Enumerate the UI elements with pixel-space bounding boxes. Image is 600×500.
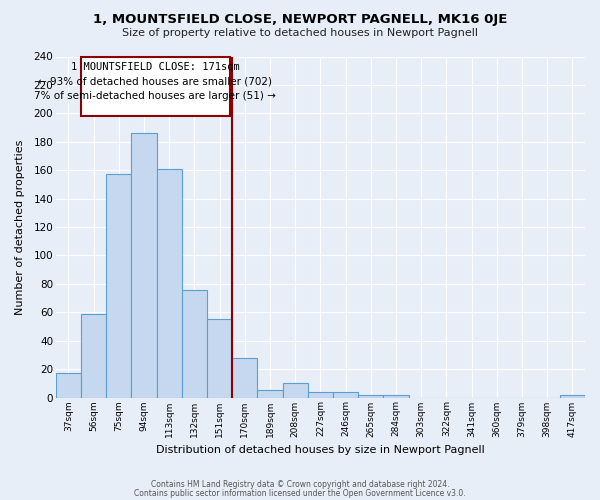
Bar bbox=[131, 133, 157, 398]
X-axis label: Distribution of detached houses by size in Newport Pagnell: Distribution of detached houses by size … bbox=[156, 445, 485, 455]
Bar bbox=[333, 392, 358, 398]
Bar bbox=[358, 394, 383, 398]
Bar bbox=[182, 290, 207, 398]
Text: Contains HM Land Registry data © Crown copyright and database right 2024.: Contains HM Land Registry data © Crown c… bbox=[151, 480, 449, 489]
Bar bbox=[56, 374, 81, 398]
Bar bbox=[560, 394, 585, 398]
Text: 7% of semi-detached houses are larger (51) →: 7% of semi-detached houses are larger (5… bbox=[34, 90, 277, 101]
Bar bbox=[257, 390, 283, 398]
Bar bbox=[283, 384, 308, 398]
FancyBboxPatch shape bbox=[81, 56, 230, 116]
Bar bbox=[106, 174, 131, 398]
Bar bbox=[81, 314, 106, 398]
Text: ← 93% of detached houses are smaller (702): ← 93% of detached houses are smaller (70… bbox=[38, 76, 272, 86]
Text: 1, MOUNTSFIELD CLOSE, NEWPORT PAGNELL, MK16 0JE: 1, MOUNTSFIELD CLOSE, NEWPORT PAGNELL, M… bbox=[93, 12, 507, 26]
Bar bbox=[157, 169, 182, 398]
Text: Contains public sector information licensed under the Open Government Licence v3: Contains public sector information licen… bbox=[134, 488, 466, 498]
Text: Size of property relative to detached houses in Newport Pagnell: Size of property relative to detached ho… bbox=[122, 28, 478, 38]
Text: 1 MOUNTSFIELD CLOSE: 171sqm: 1 MOUNTSFIELD CLOSE: 171sqm bbox=[71, 62, 240, 72]
Bar bbox=[308, 392, 333, 398]
Bar bbox=[383, 394, 409, 398]
Bar bbox=[207, 320, 232, 398]
Bar bbox=[232, 358, 257, 398]
Y-axis label: Number of detached properties: Number of detached properties bbox=[15, 140, 25, 314]
